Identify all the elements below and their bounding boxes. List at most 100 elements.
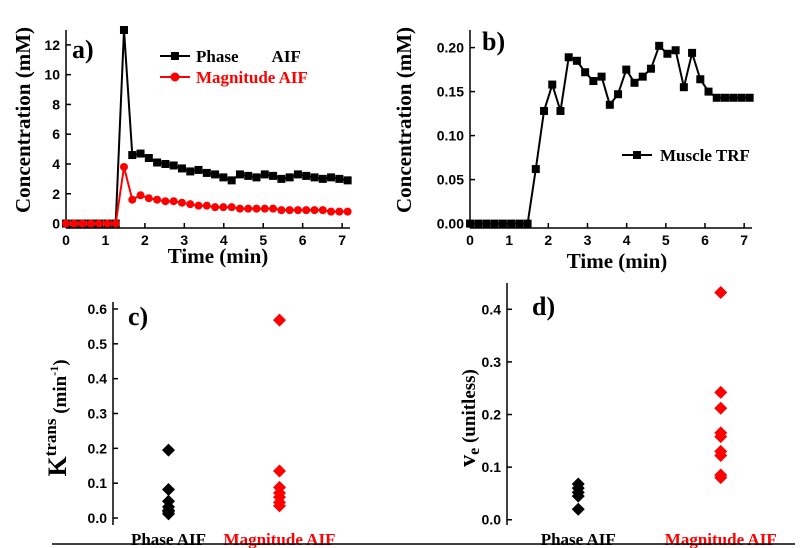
data-point [343,176,352,185]
y-tick-label: 0.2 [482,407,502,423]
panel-b-label: b) [482,27,505,56]
data-point [729,93,738,102]
data-point [646,64,655,73]
y-tick-label: 12 [44,37,60,53]
data-point [252,173,261,182]
y-tick-label: 0.00 [437,216,464,232]
data-point [186,200,195,209]
data-point [161,197,170,206]
legend-label-phase: Phase AIF [196,47,301,66]
x-tick-label: 7 [740,232,748,248]
y-tick-label: 6 [52,126,60,142]
data-point [655,41,664,50]
data-point [211,170,220,179]
data-point [482,219,491,228]
data-point [260,204,269,213]
data-point [556,106,565,115]
data-point [273,313,286,327]
legend-label-magnitude: Magnitude AIF [196,68,308,87]
data-point [302,206,311,215]
y-tick-label: 0.20 [437,40,464,56]
category-label: Phase AIF [131,530,206,548]
data-point [244,171,253,180]
data-point [318,174,327,183]
data-point [310,206,319,215]
panel-a-legend: Phase AIF Magnitude AIF [160,47,308,87]
legend-label-muscle: Muscle TRF [660,146,750,165]
data-point [327,207,336,216]
data-point [277,206,286,215]
x-tick-label: 1 [102,232,110,248]
data-point [589,77,598,86]
data-point [714,430,728,444]
data-point [136,191,145,200]
category-label: Magnitude AIF [224,530,336,548]
y-tick-label: 0.0 [88,510,108,526]
data-point [62,219,70,228]
data-point [186,167,195,176]
data-point [572,56,581,65]
data-point [540,106,549,115]
data-point [523,219,532,228]
data-point [679,83,688,92]
data-point [335,174,344,183]
data-point [144,154,153,163]
panel-d-ylabel: ve (unitless) [455,369,483,467]
x-tick-label: 4 [623,232,631,248]
data-point [293,170,302,179]
data-point [714,449,728,463]
data-point [466,219,474,228]
data-point [273,464,286,478]
data-point [169,197,178,206]
data-point [663,49,672,58]
data-point [169,161,178,170]
data-point [704,87,713,96]
data-point [310,173,319,182]
y-tick-label: 0.10 [437,128,464,144]
data-point [714,385,728,399]
y-tick-label: 0 [52,216,60,232]
data-point [252,204,261,213]
data-point [302,171,311,180]
data-point [111,219,120,228]
y-tick-label: 4 [52,156,60,172]
y-tick-label: 10 [44,67,60,83]
data-point [78,219,87,228]
data-point [144,194,153,203]
x-tick-label: 3 [180,232,188,248]
data-point [128,195,137,204]
panel-c-label: c) [128,302,148,331]
data-point [219,203,228,212]
y-tick-label: 0.1 [88,475,108,491]
panel-a: a) Concentration (mM) Time (min) Phase A… [11,26,352,268]
data-point [119,26,128,34]
data-point [712,93,721,102]
legend-marker-magnitude [170,72,180,82]
panel-d-label: d) [532,292,555,321]
data-point [153,158,162,167]
panel-a-label: a) [72,35,94,64]
data-point [177,198,186,207]
panel-b-ylabel: Concentration (mM) [392,27,416,213]
y-tick-label: 0.3 [88,406,108,422]
data-point [285,173,294,182]
data-point [235,170,244,179]
panel-a-ylabel: Concentration (mM) [11,27,35,213]
data-point [714,285,728,299]
data-point [548,80,557,89]
category-label: Magnitude AIF [665,530,777,548]
x-tick-label: 2 [544,232,552,248]
data-point [688,48,697,57]
data-point [720,93,729,102]
data-point [318,206,327,215]
data-point [564,53,573,62]
data-point [714,471,728,485]
y-tick-label: 0.2 [88,440,108,456]
x-tick-label: 0 [62,232,70,248]
x-tick-label: 6 [701,232,709,248]
panel-c-ylabel: Ktrans (min-1) [41,359,72,476]
data-point [745,93,754,102]
data-point [737,93,746,102]
category-label: Phase AIF [541,530,616,548]
x-tick-label: 4 [220,232,228,248]
